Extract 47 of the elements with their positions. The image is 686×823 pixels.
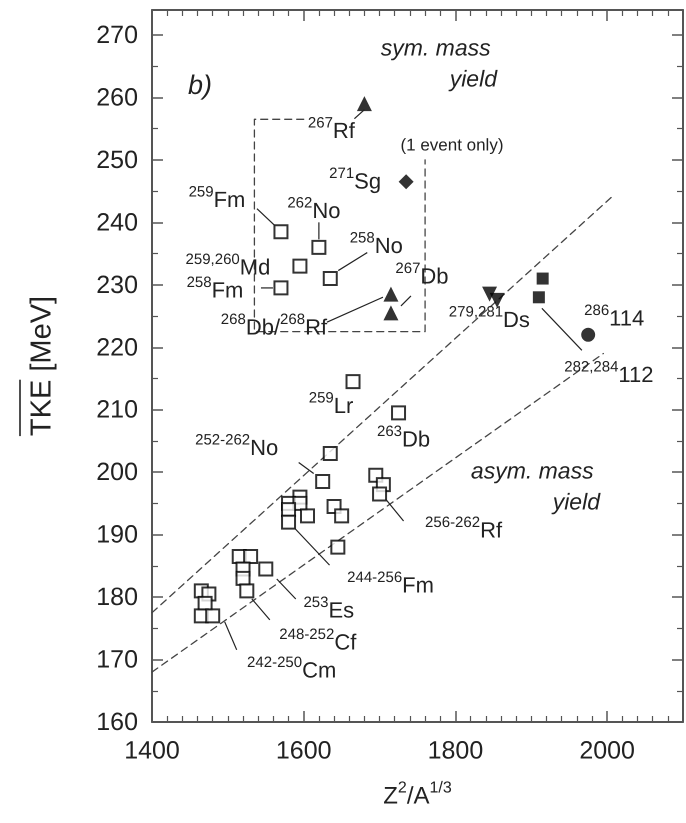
y-tick-label: 270 <box>96 20 138 49</box>
y-tick-label: 200 <box>96 458 138 486</box>
annotation: (1 event only) <box>400 136 504 154</box>
point <box>315 474 330 490</box>
y-tick-label: 170 <box>96 646 138 674</box>
point <box>205 608 220 624</box>
point <box>383 286 398 302</box>
y-tick-label: 160 <box>96 708 138 736</box>
x-tick-label: 1400 <box>124 736 180 764</box>
y-tick-label: 180 <box>96 583 138 612</box>
point <box>273 224 288 240</box>
point <box>239 583 254 598</box>
point <box>356 96 372 112</box>
x-tick-label: 2000 <box>579 736 635 764</box>
point <box>292 258 308 274</box>
point <box>311 240 326 255</box>
point <box>330 540 346 555</box>
point <box>536 272 549 285</box>
annotation: asym. mass yield <box>470 458 602 514</box>
point <box>273 280 288 296</box>
y-tick-label: 210 <box>96 396 138 424</box>
point <box>243 548 258 564</box>
point <box>391 405 406 420</box>
point <box>322 271 338 286</box>
point <box>532 291 545 304</box>
y-tick-label: 260 <box>96 83 138 112</box>
point <box>482 286 498 302</box>
y-tick-label: 230 <box>96 270 138 299</box>
y-tick-label: 190 <box>96 520 138 549</box>
point <box>383 305 398 320</box>
y-tick-label: 220 <box>96 333 138 362</box>
point <box>322 446 338 461</box>
annotation: sym. mass yield <box>380 34 498 92</box>
annotation: b) <box>188 70 212 100</box>
y-tick-label: 250 <box>96 146 138 174</box>
point <box>334 508 350 524</box>
y-axis-title: TKE [MeV] <box>26 296 58 436</box>
point <box>300 508 316 524</box>
point <box>398 174 414 190</box>
point <box>372 486 388 502</box>
y-tick-label: 240 <box>96 208 138 236</box>
x-tick-label: 1800 <box>428 736 484 764</box>
point <box>258 561 274 576</box>
x-tick-label: 1600 <box>276 736 332 764</box>
point <box>281 514 296 530</box>
point <box>581 328 596 342</box>
point <box>346 374 361 390</box>
